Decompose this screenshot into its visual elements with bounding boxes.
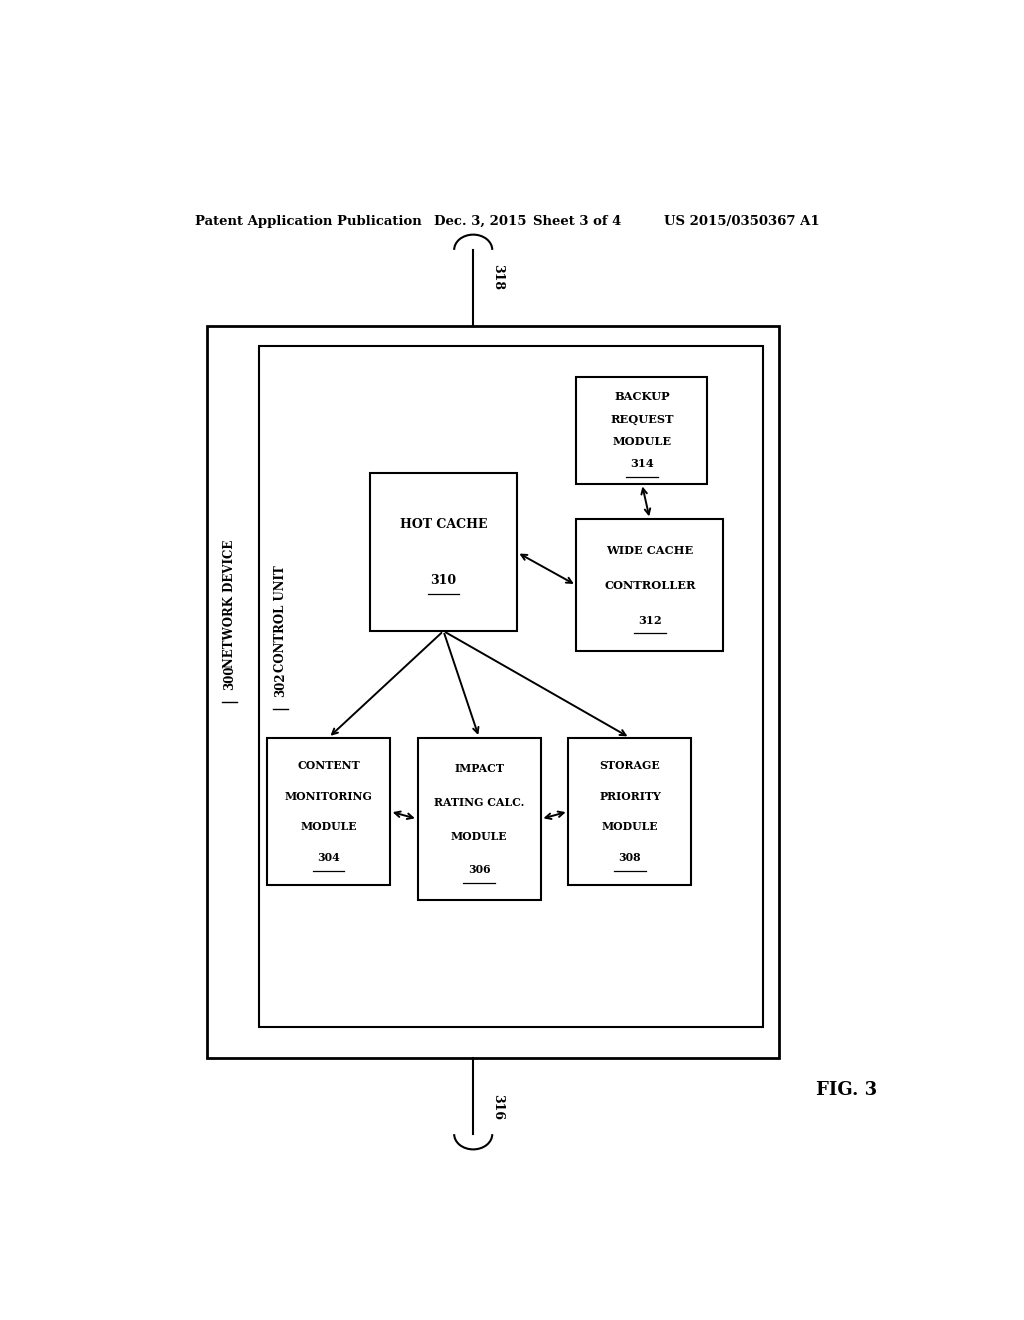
Text: 316: 316	[490, 1094, 504, 1119]
Text: Dec. 3, 2015: Dec. 3, 2015	[433, 215, 526, 228]
Text: 308: 308	[618, 851, 641, 863]
Text: CONTROL UNIT: CONTROL UNIT	[273, 565, 287, 672]
Text: FIG. 3: FIG. 3	[816, 1081, 877, 1100]
Text: MODULE: MODULE	[612, 436, 672, 447]
Text: NETWORK DEVICE: NETWORK DEVICE	[223, 540, 237, 668]
Text: WIDE CACHE: WIDE CACHE	[606, 545, 693, 556]
Text: MODULE: MODULE	[451, 830, 508, 842]
Text: 314: 314	[630, 458, 653, 469]
Text: REQUEST: REQUEST	[610, 413, 674, 425]
Text: Patent Application Publication: Patent Application Publication	[196, 215, 422, 228]
Bar	[207, 326, 778, 1057]
Bar	[577, 378, 708, 483]
Text: MODULE: MODULE	[602, 821, 658, 833]
Bar	[568, 738, 691, 886]
Text: US 2015/0350367 A1: US 2015/0350367 A1	[664, 215, 819, 228]
Text: HOT CACHE: HOT CACHE	[399, 517, 487, 531]
Text: 300: 300	[223, 665, 237, 689]
Text: MONITORING: MONITORING	[285, 791, 373, 801]
Bar	[259, 346, 763, 1027]
Bar	[577, 519, 723, 651]
Text: RATING CALC.: RATING CALC.	[434, 796, 524, 808]
Text: 318: 318	[490, 264, 504, 290]
Bar	[370, 474, 517, 631]
Text: 304: 304	[317, 851, 340, 863]
Text: 310: 310	[430, 574, 457, 587]
Text: 306: 306	[468, 865, 490, 875]
Text: MODULE: MODULE	[300, 821, 356, 833]
Text: CONTENT: CONTENT	[297, 760, 359, 771]
Text: IMPACT: IMPACT	[455, 763, 504, 774]
Text: 302: 302	[273, 673, 287, 697]
Bar	[267, 738, 390, 886]
Bar	[418, 738, 541, 900]
Text: STORAGE: STORAGE	[600, 760, 660, 771]
Text: BACKUP: BACKUP	[614, 392, 670, 403]
Text: 312: 312	[638, 615, 662, 626]
Text: PRIORITY: PRIORITY	[599, 791, 660, 801]
Text: Sheet 3 of 4: Sheet 3 of 4	[532, 215, 622, 228]
Text: CONTROLLER: CONTROLLER	[604, 579, 695, 591]
